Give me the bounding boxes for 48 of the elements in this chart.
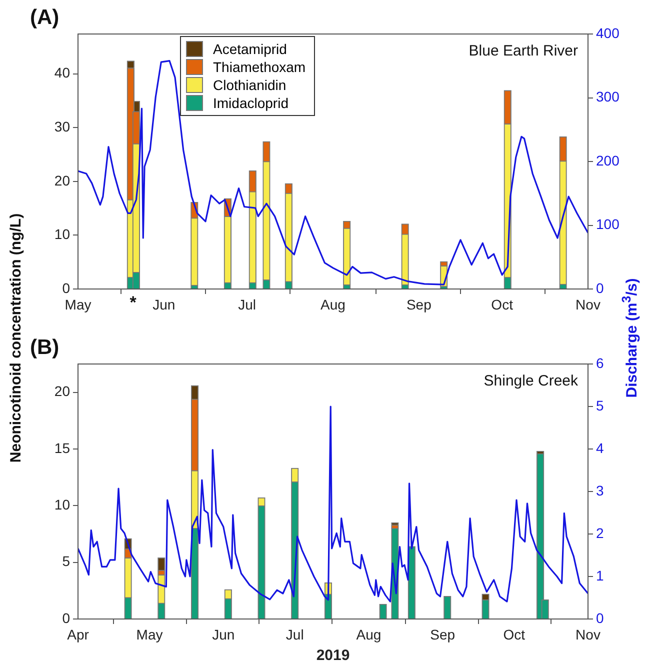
text: Blue Earth River bbox=[468, 42, 578, 60]
x-tick-label: Nov bbox=[576, 626, 600, 642]
y2-tick-label: 0 bbox=[596, 280, 604, 296]
y2-tick-label: 5 bbox=[596, 397, 604, 414]
chart-title: (A) bbox=[30, 6, 60, 29]
y-tick-label: 20 bbox=[54, 383, 70, 400]
text: Shingle Creek bbox=[484, 372, 578, 390]
y-tick-label: 30 bbox=[54, 118, 70, 134]
legend-label: Thiamethoxam bbox=[213, 59, 306, 75]
y2-tick-label: 100 bbox=[596, 216, 620, 232]
text: * bbox=[130, 293, 137, 312]
y-tick-label: 0 bbox=[62, 610, 70, 626]
y2-tick-label: 4 bbox=[596, 440, 604, 456]
x-tick-label: May bbox=[136, 626, 163, 642]
y2-tick-label: 400 bbox=[596, 24, 620, 41]
legend-label: Clothianidin bbox=[213, 77, 286, 93]
x-tick-label: Nov bbox=[576, 296, 600, 312]
x-tick-label: Oct bbox=[491, 296, 514, 312]
x-tick-label: Aug bbox=[320, 296, 346, 312]
x-axis-title: 2019 bbox=[316, 647, 350, 664]
x-tick-label: Jul bbox=[238, 296, 256, 312]
x-tick-label: Sep bbox=[406, 296, 432, 312]
y-tick-label: 15 bbox=[54, 440, 70, 456]
y2-tick-label: 6 bbox=[596, 354, 604, 371]
y2-tick-label: 2 bbox=[596, 524, 604, 541]
y2-tick-label: 200 bbox=[596, 152, 620, 168]
y-tick-label: 0 bbox=[62, 280, 70, 296]
chart-title: (B) bbox=[30, 336, 60, 359]
y-axis-title: Neonicotinoid concentration (ng/L) bbox=[8, 213, 24, 463]
y2-tick-label: 1 bbox=[596, 567, 604, 584]
y-tick-label: 10 bbox=[54, 496, 70, 513]
legend-label: Acetamiprid bbox=[213, 41, 287, 57]
y-tick-label: 40 bbox=[54, 64, 70, 81]
x-tick-label: May bbox=[64, 296, 92, 312]
x-tick-label: Apr bbox=[67, 626, 90, 642]
x-tick-label: Oct bbox=[503, 626, 526, 642]
legend-label: Imidacloprid bbox=[213, 95, 288, 111]
x-tick-label: Jul bbox=[286, 626, 304, 642]
y-tick-label: 10 bbox=[54, 226, 70, 242]
y2-tick-label: 3 bbox=[596, 482, 604, 498]
x-tick-label: Jun bbox=[212, 626, 235, 642]
y-tick-label: 20 bbox=[54, 172, 70, 188]
y2-tick-label: 300 bbox=[596, 88, 620, 105]
x-tick-label: Sep bbox=[430, 626, 456, 642]
y-tick-label: 5 bbox=[62, 553, 70, 570]
x-tick-label: Aug bbox=[356, 626, 382, 642]
x-tick-label: Jun bbox=[152, 296, 176, 312]
y2-tick-label: 0 bbox=[596, 610, 604, 626]
